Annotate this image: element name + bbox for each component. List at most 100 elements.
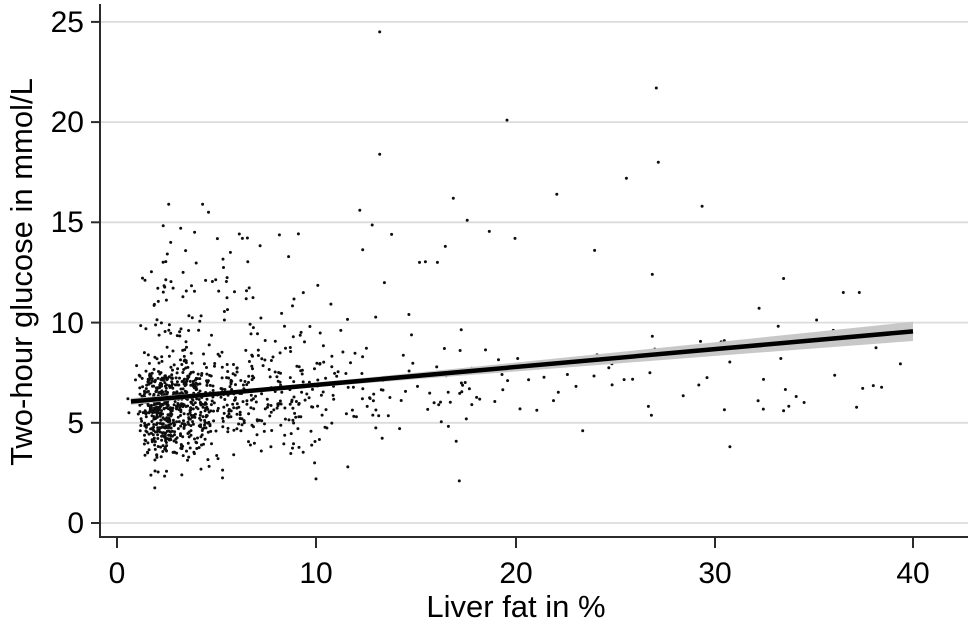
data-point	[386, 414, 390, 418]
data-point	[172, 363, 176, 367]
data-point	[259, 316, 263, 320]
data-point	[437, 403, 441, 407]
data-point	[152, 367, 156, 371]
data-point	[377, 414, 381, 418]
data-point	[183, 384, 187, 388]
data-point	[267, 368, 271, 371]
data-point	[296, 232, 300, 236]
data-point	[207, 210, 210, 214]
data-point	[202, 442, 205, 446]
data-point	[410, 333, 413, 337]
data-point	[252, 425, 255, 429]
data-point	[226, 430, 230, 434]
data-point	[794, 395, 798, 398]
data-point	[187, 422, 191, 426]
data-point	[223, 388, 227, 391]
data-point	[259, 449, 263, 453]
data-point	[159, 455, 163, 459]
data-point	[280, 390, 284, 394]
data-point	[217, 289, 221, 293]
data-point	[505, 118, 509, 122]
data-point	[291, 335, 295, 339]
data-point	[187, 375, 191, 379]
data-point	[283, 433, 287, 437]
data-point	[204, 401, 207, 405]
data-point	[242, 421, 246, 425]
data-point	[426, 407, 430, 411]
data-point	[344, 412, 348, 416]
data-point	[144, 369, 148, 373]
data-point	[358, 208, 362, 212]
data-point	[190, 415, 194, 419]
data-point	[728, 360, 732, 364]
data-point	[346, 385, 350, 389]
data-point	[189, 424, 193, 428]
data-point	[169, 280, 173, 284]
data-point	[145, 423, 149, 427]
data-point	[143, 389, 146, 393]
data-point	[247, 380, 250, 384]
data-point	[381, 388, 385, 392]
data-point	[294, 415, 298, 419]
data-point	[776, 324, 780, 328]
data-point	[288, 376, 292, 380]
data-point	[210, 399, 214, 403]
data-point	[163, 381, 167, 385]
data-point	[321, 390, 325, 394]
data-point	[262, 429, 266, 433]
data-point	[205, 383, 209, 387]
data-point	[552, 399, 555, 403]
data-point	[160, 409, 163, 413]
data-point	[301, 450, 305, 454]
data-point	[205, 372, 209, 376]
data-point	[187, 329, 191, 332]
data-point	[622, 378, 626, 382]
data-point	[277, 402, 281, 406]
data-point	[239, 379, 243, 382]
data-point	[198, 416, 202, 420]
data-point	[260, 357, 264, 361]
data-point	[189, 371, 193, 374]
data-point	[193, 437, 196, 441]
data-point	[416, 384, 419, 388]
data-point	[227, 412, 231, 416]
data-point	[182, 412, 186, 416]
data-point	[325, 426, 329, 430]
data-point	[216, 409, 219, 413]
data-point	[147, 432, 151, 436]
data-point	[206, 380, 210, 384]
data-point	[233, 290, 236, 294]
data-point	[291, 406, 295, 410]
data-point	[175, 334, 179, 338]
data-point	[221, 416, 225, 420]
data-point	[196, 436, 199, 440]
data-point	[214, 278, 218, 282]
data-point	[191, 420, 195, 424]
regression-line	[130, 329, 914, 404]
data-point	[448, 400, 452, 404]
data-point	[457, 479, 461, 483]
data-point	[165, 419, 169, 422]
data-point	[411, 361, 415, 365]
data-point	[321, 344, 325, 348]
data-point	[175, 407, 178, 411]
data-point	[297, 402, 301, 405]
data-point	[484, 348, 487, 352]
data-point	[184, 361, 188, 365]
data-point	[211, 384, 215, 388]
data-point	[168, 386, 172, 389]
data-point	[221, 468, 225, 472]
data-point	[202, 362, 206, 366]
data-point	[156, 445, 160, 448]
data-point	[157, 361, 161, 365]
data-point	[241, 383, 245, 387]
data-point	[223, 398, 227, 401]
data-point	[172, 403, 176, 407]
data-point	[470, 403, 474, 407]
data-point	[165, 378, 169, 382]
data-point	[229, 382, 233, 386]
data-point	[232, 453, 236, 457]
data-point	[234, 396, 237, 400]
data-point	[324, 376, 328, 380]
data-point	[221, 425, 225, 429]
